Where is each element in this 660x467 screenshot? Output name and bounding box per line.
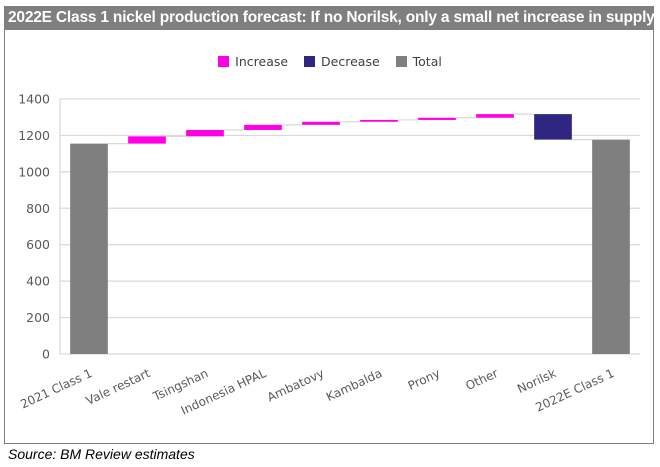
bar-other bbox=[476, 114, 514, 118]
bar-ambatovy bbox=[302, 121, 340, 125]
legend-item-decrease: Decrease bbox=[304, 54, 380, 69]
connectors bbox=[107, 113, 593, 145]
y-tick-label: 1400 bbox=[18, 92, 50, 107]
bar-2021-class-1 bbox=[70, 143, 108, 354]
x-tick-label: Vale restart bbox=[84, 366, 153, 408]
x-tick-label: Norilsk bbox=[515, 366, 558, 396]
y-tick-label: 1000 bbox=[18, 164, 50, 179]
chart-frame bbox=[4, 30, 654, 444]
bars bbox=[70, 114, 630, 354]
legend-label-total: Total bbox=[412, 54, 442, 69]
legend-swatch-total bbox=[395, 56, 407, 67]
y-axis-ticks: 0 200 400 600 800 1000 1200 1400 bbox=[18, 92, 50, 362]
gridlines bbox=[59, 98, 640, 355]
y-tick-label: 1200 bbox=[18, 128, 50, 143]
y-tick-label: 400 bbox=[26, 274, 50, 289]
legend-swatch-decrease bbox=[304, 56, 316, 67]
legend-item-increase: Increase bbox=[218, 54, 288, 69]
legend-label-increase: Increase bbox=[235, 54, 289, 69]
legend-item-total: Total bbox=[395, 54, 442, 69]
chart-title: 2022E Class 1 nickel production forecast… bbox=[4, 6, 655, 30]
bar-2022e-class-1 bbox=[592, 139, 630, 354]
x-tick-label: Kambalda bbox=[324, 366, 384, 404]
y-tick-label: 0 bbox=[42, 347, 50, 362]
x-tick-label: Prony bbox=[406, 366, 443, 393]
bar-tsingshan bbox=[186, 129, 224, 137]
legend-label-decrease: Decrease bbox=[321, 54, 380, 69]
x-tick-label: Other bbox=[463, 366, 500, 393]
y-tick-label: 600 bbox=[26, 237, 50, 252]
y-tick-label: 200 bbox=[26, 310, 50, 325]
bar-indonesia-hpal bbox=[244, 124, 282, 130]
x-tick-label: 2021 Class 1 bbox=[18, 366, 94, 411]
source-note: Source: BM Review estimates bbox=[8, 446, 195, 462]
legend: Increase Decrease Total bbox=[0, 54, 660, 70]
legend-swatch-increase bbox=[218, 56, 230, 67]
bar-norilsk bbox=[534, 114, 572, 140]
y-tick-label: 800 bbox=[26, 201, 50, 216]
bar-prony bbox=[418, 117, 456, 120]
bar-vale-restart bbox=[128, 136, 166, 144]
x-tick-label: Ambatovy bbox=[265, 366, 326, 405]
bar-kambalda bbox=[360, 119, 398, 122]
